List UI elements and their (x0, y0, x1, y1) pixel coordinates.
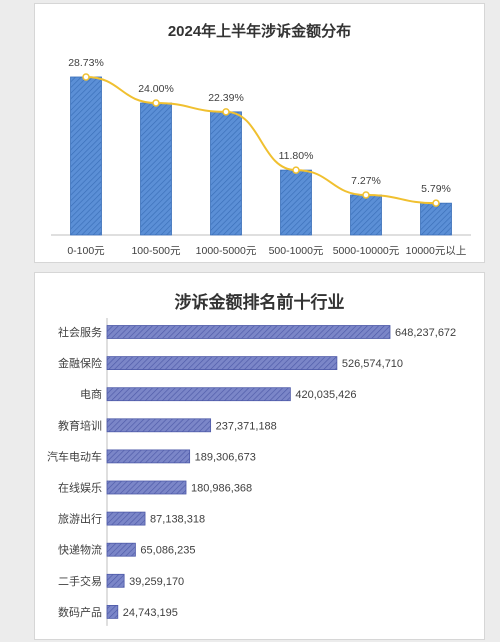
bar-value-label: 22.39% (208, 92, 244, 104)
y-tick-label: 社会服务 (58, 325, 102, 339)
trend-line-marker (362, 191, 370, 199)
trend-line-marker (82, 73, 90, 81)
bar-6 (420, 202, 452, 236)
industry-chart-panel: 涉诉金额排名前十行业 社会服务 648,237,672 金融保险 526,574,71… (34, 272, 485, 640)
trend-line-marker (432, 199, 440, 207)
distribution-chart-title: 2024年上半年涉诉金额分布 (167, 23, 352, 40)
bar-value-label: 7.27% (351, 175, 381, 187)
bar-value-label: 237,371,188 (216, 420, 277, 432)
x-tick-label: 100-500元 (131, 245, 181, 257)
industry-chart-title: 涉诉金额排名前十行业 (174, 293, 345, 312)
bar-9 (106, 573, 125, 588)
bar-value-label: 526,574,710 (342, 358, 403, 370)
bar-2 (106, 356, 338, 370)
y-tick-label: 快递物流 (58, 543, 102, 557)
bar-7 (106, 511, 146, 526)
bar-value-label: 24.00% (138, 83, 174, 95)
bar-value-label: 11.80% (279, 150, 314, 162)
y-tick-label: 教育培训 (58, 418, 102, 432)
bar-1 (106, 325, 391, 339)
bar-2 (140, 102, 172, 236)
bar-value-label: 87,138,318 (150, 514, 205, 526)
bar-value-label: 180,986,368 (191, 483, 252, 495)
y-tick-label: 在线娱乐 (58, 481, 102, 495)
bar-value-label: 189,306,673 (195, 451, 256, 463)
x-tick-label: 500-1000元 (269, 245, 324, 257)
y-tick-label: 数码产品 (58, 605, 102, 619)
bar-value-label: 420,035,426 (295, 389, 356, 401)
bar-3 (106, 387, 291, 402)
bar-10 (106, 604, 119, 619)
bar-value-label: 24,743,195 (123, 607, 178, 619)
bar-value-label: 28.73% (68, 57, 104, 69)
trend-line-marker (222, 108, 230, 116)
x-tick-label: 1000-5000元 (196, 245, 257, 257)
trend-line-marker (292, 166, 300, 174)
bar-value-label: 65,086,235 (140, 545, 195, 557)
bar-value-label: 648,237,672 (395, 327, 456, 339)
x-tick-label: 0-100元 (67, 245, 105, 257)
distribution-chart-panel: 2024年上半年涉诉金额分布 28.73% 0-100元 24.00% 100-500… (34, 3, 485, 263)
y-tick-label: 电商 (80, 387, 102, 401)
bar-1 (70, 76, 102, 236)
bar-4 (106, 418, 212, 433)
bar-value-label: 5.79% (421, 183, 451, 195)
bar-5 (350, 194, 382, 236)
y-tick-label: 汽车电动车 (47, 449, 102, 463)
y-tick-label: 旅游出行 (58, 512, 102, 526)
bar-6 (106, 480, 187, 495)
trend-line (85, 75, 437, 205)
y-tick-label: 二手交易 (58, 574, 102, 588)
trend-line-marker (152, 99, 160, 107)
industry-chart: 社会服务 648,237,672 金融保险 526,574,710 电商 420,035,… (47, 318, 456, 626)
bar-8 (106, 542, 136, 557)
bar-3 (210, 111, 242, 236)
x-tick-label: 5000-10000元 (333, 245, 400, 257)
y-tick-label: 金融保险 (58, 356, 102, 370)
bar-4 (280, 169, 312, 236)
x-tick-label: 10000元以上 (406, 245, 467, 257)
bar-5 (106, 449, 191, 464)
distribution-chart: 28.73% 0-100元 24.00% 100-500元 22.39% 1000-500… (51, 57, 471, 257)
bar-value-label: 39,259,170 (129, 576, 184, 588)
